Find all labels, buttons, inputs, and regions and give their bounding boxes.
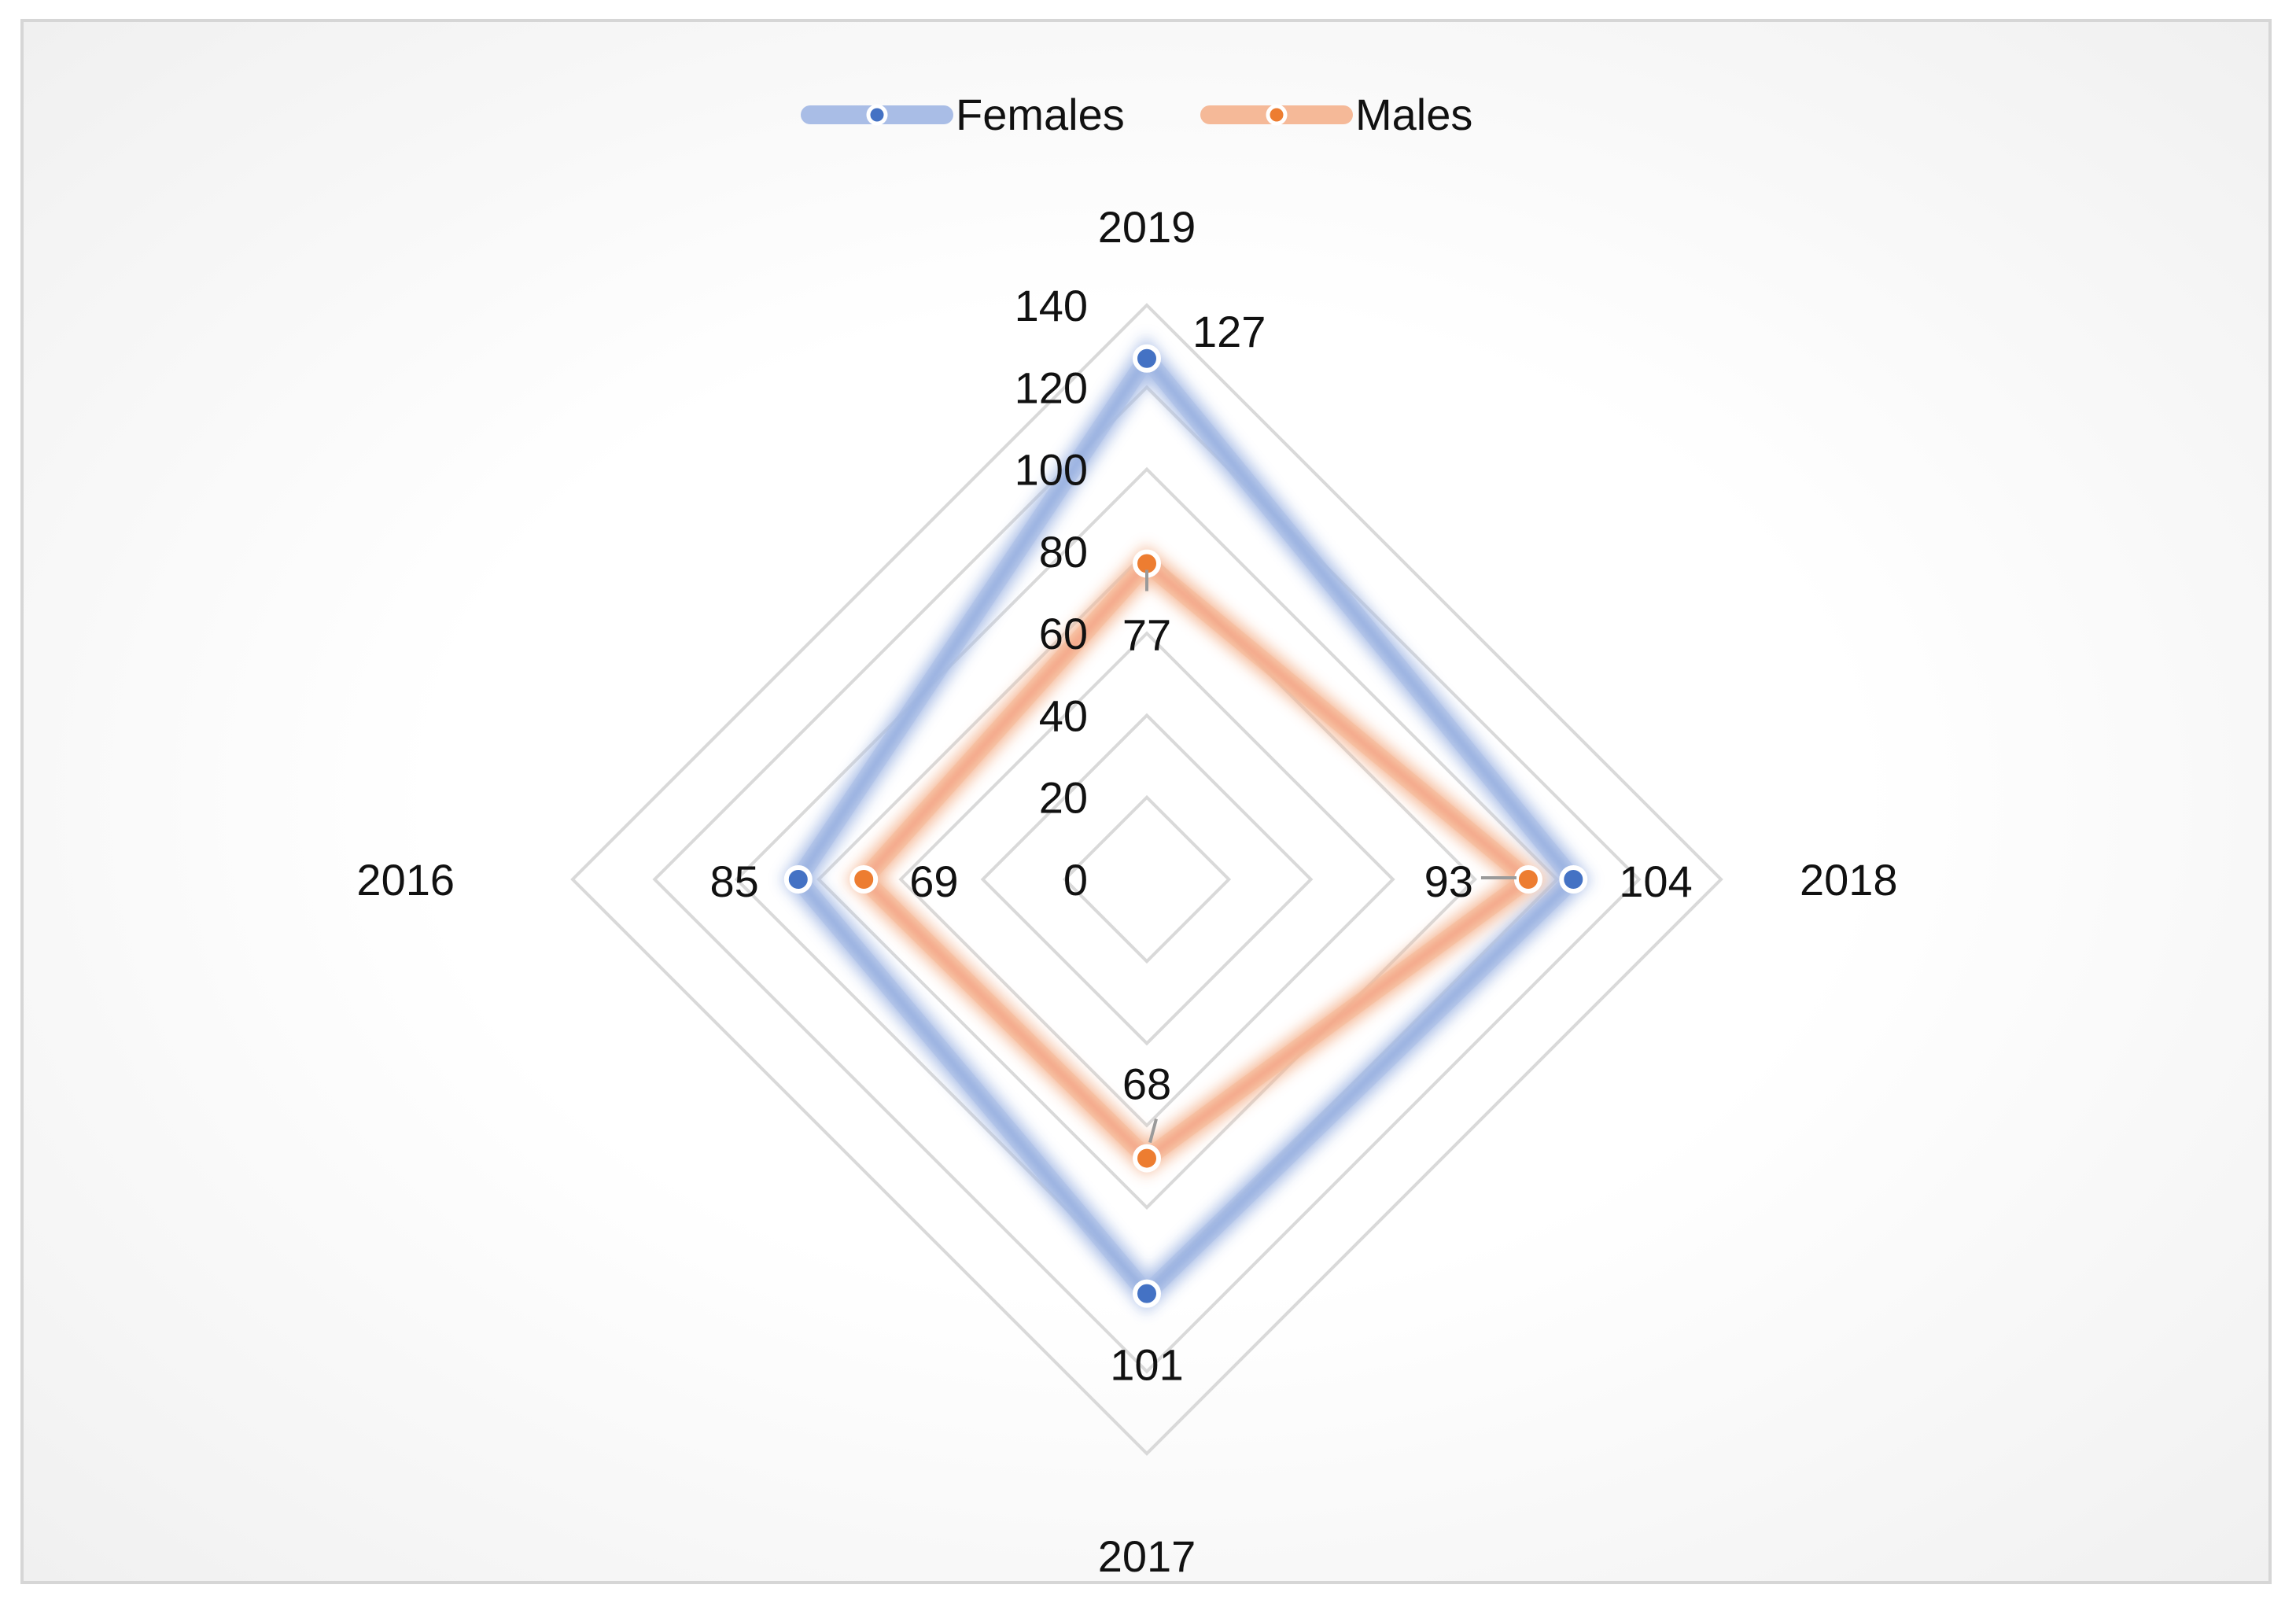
marker-females-2019 — [1133, 344, 1161, 373]
category-label-2016: 2016 — [356, 855, 455, 905]
legend-item-females[interactable]: Females — [801, 90, 1125, 139]
tick-label-140: 140 — [1015, 281, 1088, 330]
legend-marker-males — [1266, 104, 1288, 126]
legend-label-males: Males — [1355, 90, 1472, 139]
tick-label-60: 60 — [1039, 609, 1088, 658]
legend-item-males[interactable]: Males — [1200, 90, 1472, 139]
radar-grid — [570, 303, 1723, 1456]
legend-label-females: Females — [956, 90, 1125, 139]
grid-ring-120 — [652, 385, 1642, 1374]
tick-label-20: 20 — [1039, 773, 1088, 823]
category-label-2018: 2018 — [1800, 855, 1898, 905]
grid-ring-80 — [816, 549, 1477, 1210]
marker-males-2017 — [1133, 1144, 1161, 1173]
data-label-males-2019: 77 — [1122, 610, 1171, 660]
tick-label-100: 100 — [1015, 445, 1088, 495]
category-label-2019: 2019 — [1098, 202, 1196, 252]
grid-ring-40 — [980, 713, 1314, 1046]
grid-ring-20 — [1062, 794, 1232, 964]
grid-ring-60 — [898, 631, 1395, 1128]
data-label-females-2016: 85 — [709, 857, 758, 906]
marker-females-2018 — [1559, 865, 1588, 894]
marker-males-2016 — [849, 865, 879, 894]
data-label-females-2018: 104 — [1619, 857, 1692, 906]
data-label-males-2016: 69 — [909, 857, 958, 906]
tick-label-40: 40 — [1039, 691, 1088, 740]
grid-ring-140 — [570, 303, 1723, 1456]
marker-males-2018 — [1513, 865, 1542, 894]
legend: Females Males — [801, 90, 1472, 139]
leader-line-males-2017 — [1148, 1118, 1158, 1144]
marker-females-2016 — [783, 865, 813, 894]
legend-marker-females — [866, 104, 888, 126]
tick-label-120: 120 — [1015, 363, 1088, 412]
tick-label-80: 80 — [1039, 527, 1088, 577]
marker-females-2017 — [1133, 1279, 1161, 1308]
data-label-males-2017: 68 — [1122, 1059, 1171, 1109]
category-label-2017: 2017 — [1098, 1531, 1196, 1581]
data-label-females-2017: 101 — [1110, 1340, 1183, 1390]
chart-frame — [20, 19, 2272, 1584]
data-label-females-2019: 127 — [1192, 307, 1266, 356]
data-label-males-2018: 93 — [1424, 857, 1473, 906]
series-layer — [781, 336, 1592, 1314]
tick-label-0: 0 — [1063, 855, 1088, 905]
